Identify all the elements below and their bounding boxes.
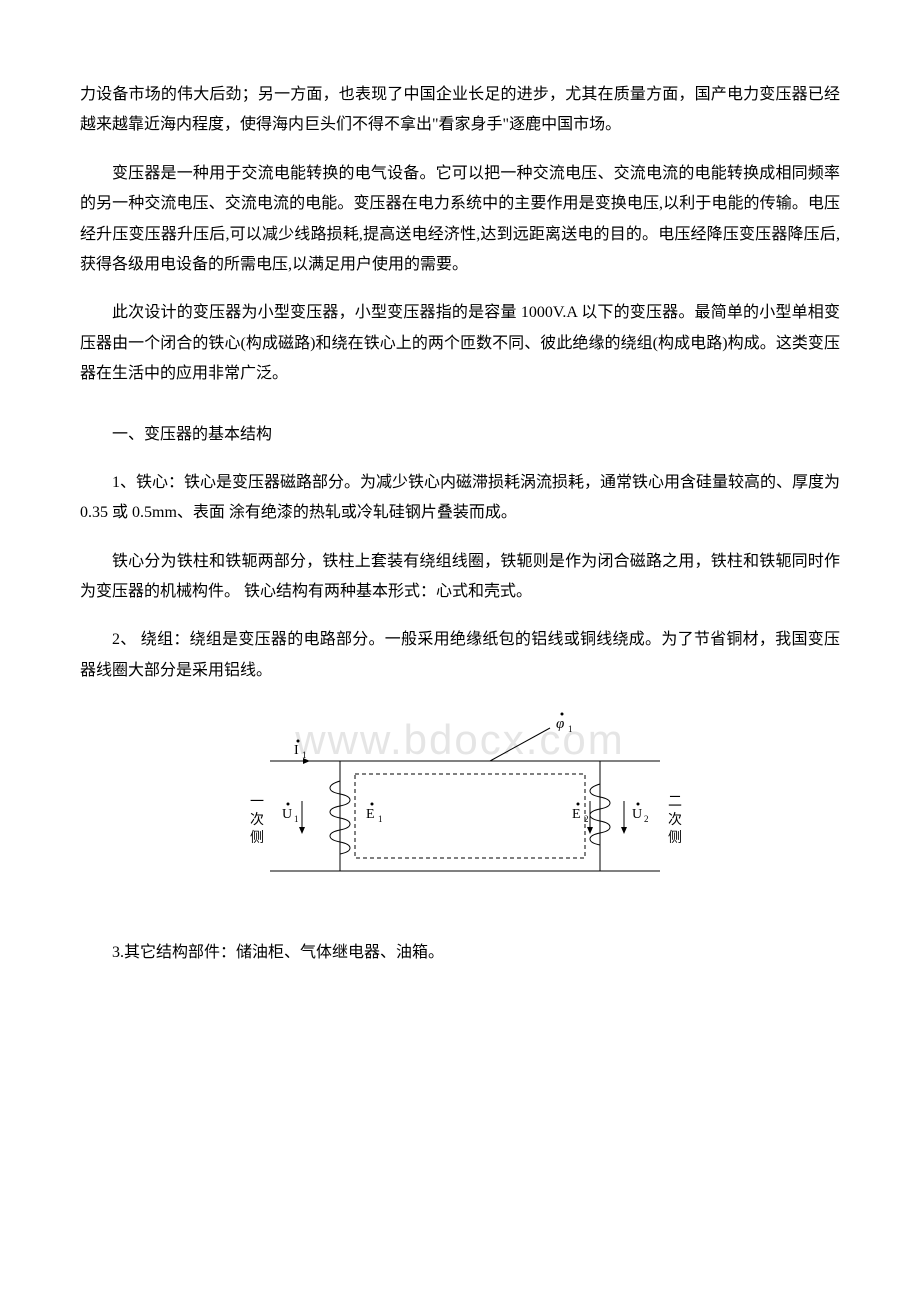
voltage-u1-sub: 1 <box>294 814 299 824</box>
left-side-label-1: 一 <box>250 795 264 810</box>
flux-phi-label: φ <box>556 716 564 732</box>
transformer-diagram-container: 一 次 侧 二 次 侧 I 1 U <box>80 706 840 917</box>
right-side-label-1: 二 <box>668 795 682 810</box>
current-i1-sub: 1 <box>302 750 307 760</box>
voltage-u2-sub: 2 <box>644 814 649 824</box>
paragraph-6: 2、 绕组：绕组是变压器的电路部分。一般采用绝缘纸包的铝线或铜线绕成。为了节省铜… <box>80 625 840 686</box>
voltage-u1-label: U <box>282 807 292 822</box>
right-side-label-3: 侧 <box>668 830 682 846</box>
paragraph-1: 力设备市场的伟大后劲；另一方面，也表现了中国企业长足的进步，尤其在质量方面，国产… <box>80 80 840 141</box>
flux-phi-sub: 1 <box>568 724 573 734</box>
left-side-label-3: 侧 <box>250 830 264 846</box>
section-heading-1: 一、变压器的基本结构 <box>80 420 840 450</box>
paragraph-2: 变压器是一种用于交流电能转换的电气设备。它可以把一种交流电压、交流电流的电能转换… <box>80 159 840 281</box>
right-side-label-2: 次 <box>668 812 682 828</box>
paragraph-3: 此次设计的变压器为小型变压器，小型变压器指的是容量 1000V.A 以下的变压器… <box>80 298 840 389</box>
emf-e2-sub: 2 <box>584 814 589 824</box>
current-i1-label: I <box>294 743 299 758</box>
emf-e1-label: E <box>366 807 375 822</box>
emf-e2-label: E <box>572 807 581 822</box>
paragraph-4: 1、铁心：铁心是变压器磁路部分。为减少铁心内磁滞损耗涡流损耗，通常铁心用含硅量较… <box>80 468 840 529</box>
document-content: www.bdocx.com 力设备市场的伟大后劲；另一方面，也表现了中国企业长足… <box>80 80 840 968</box>
paragraph-5: 铁心分为铁柱和铁轭两部分，铁柱上套装有绕组线圈，铁轭则是作为闭合磁路之用，铁柱和… <box>80 547 840 608</box>
emf-e1-sub: 1 <box>378 814 383 824</box>
transformer-diagram: 一 次 侧 二 次 侧 I 1 U <box>230 706 690 906</box>
paragraph-7: 3.其它结构部件：储油柜、气体继电器、油箱。 <box>80 938 840 968</box>
voltage-u2-label: U <box>632 807 642 822</box>
left-side-label-2: 次 <box>250 812 264 828</box>
